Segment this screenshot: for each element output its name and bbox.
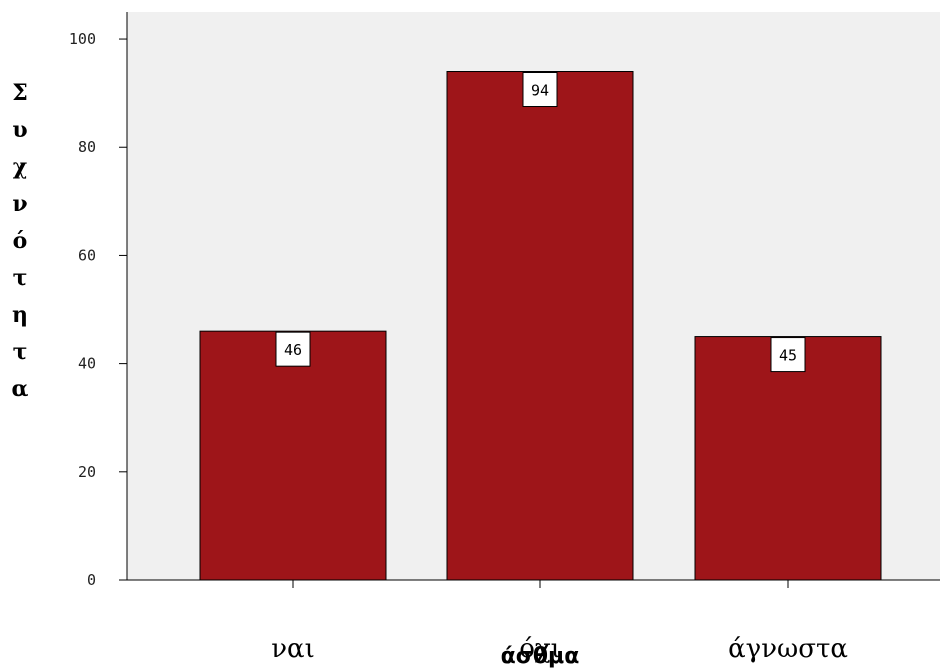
- x-axis: ναι όχι άγνωστα: [127, 579, 940, 664]
- x-axis-title: άσθμα: [501, 644, 580, 669]
- y-axis-title-char: ό: [13, 228, 28, 254]
- y-axis-title-char: Σ: [12, 80, 28, 106]
- data-label-box: [770, 337, 806, 373]
- bar: [199, 330, 387, 581]
- y-axis-title-char: τ: [13, 339, 28, 365]
- y-axis-title-char: η: [12, 302, 28, 328]
- y-tick-label: 100: [69, 30, 96, 48]
- x-tick-label: άγνωστα: [728, 634, 848, 664]
- data-label: 94: [531, 82, 549, 100]
- data-label-box: [522, 72, 558, 108]
- bar: [446, 71, 634, 581]
- y-axis-title-char: α: [12, 376, 29, 402]
- y-tick-label: 60: [78, 246, 96, 264]
- y-axis-title-char: υ: [12, 117, 27, 143]
- y-tick-label: 0: [87, 571, 96, 589]
- x-tick-label: ναι: [271, 634, 315, 664]
- y-axis-title-char: χ: [13, 154, 27, 180]
- bar: [694, 336, 882, 581]
- y-tick-label: 80: [78, 138, 96, 156]
- bars-group: 46 94 45: [199, 71, 882, 581]
- data-label-box: [275, 331, 311, 367]
- y-tick-label: 20: [78, 463, 96, 481]
- x-tick-label: όχι: [519, 634, 561, 664]
- y-axis-title-char: ν: [12, 191, 27, 217]
- data-label: 45: [779, 347, 797, 365]
- y-axis: 0 20 40 60 80 100: [69, 12, 128, 589]
- y-axis-title-char: τ: [13, 265, 28, 291]
- data-label: 46: [284, 341, 302, 359]
- y-tick-label: 40: [78, 355, 96, 373]
